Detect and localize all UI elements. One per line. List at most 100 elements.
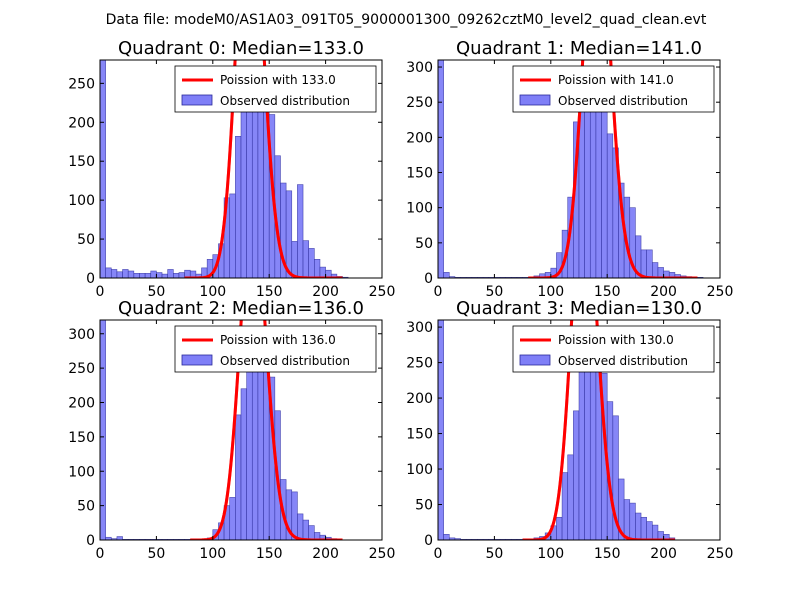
histogram-bar: [116, 271, 123, 278]
histogram-bar: [584, 355, 591, 540]
histogram-bar: [623, 499, 631, 540]
histogram-bar: [127, 270, 135, 278]
histogram-bar: [240, 110, 247, 278]
histogram-bar: [573, 410, 580, 540]
axes-frame: [437, 59, 721, 279]
x-tick-label: 200: [650, 284, 677, 300]
histogram-bar: [646, 521, 653, 540]
x-tick-label: 100: [199, 284, 226, 300]
y-tick-label: 200: [68, 115, 95, 131]
quadrant-title: Quadrant 2: Median=136.0: [118, 298, 364, 319]
histogram-bar: [606, 133, 614, 278]
legend-bar-swatch: [519, 354, 551, 366]
histogram-bar: [308, 525, 315, 540]
legend-label-observed: Observed distribution: [558, 94, 688, 108]
histogram-bar: [235, 414, 242, 540]
x-tick-label: 150: [594, 284, 621, 300]
y-tick-label: 250: [68, 361, 95, 377]
x-tick-label: 50: [485, 284, 503, 300]
y-tick-label: 200: [406, 130, 433, 146]
y-tick-label: 300: [406, 60, 433, 76]
histogram-bar: [291, 491, 298, 540]
histogram-bar: [229, 193, 236, 278]
histogram-bar: [302, 240, 309, 278]
legend: Poission with 130.0 Observed distribution: [512, 325, 715, 373]
histogram-bar: [139, 273, 146, 278]
histogram-bar: [235, 136, 242, 278]
histogram-bar: [612, 415, 619, 540]
legend-label-observed: Observed distribution: [220, 94, 350, 108]
x-tick-label: 50: [147, 546, 165, 562]
y-tick-label: 0: [424, 271, 433, 287]
y-tick-label: 300: [406, 320, 433, 336]
histogram-bar: [240, 388, 247, 540]
legend-label-poisson: Poission with 136.0: [220, 333, 336, 347]
y-tick-label: 0: [424, 533, 433, 549]
legend-label-poisson: Poission with 133.0: [220, 73, 336, 87]
histogram-bar: [133, 273, 140, 278]
x-tick-label: 50: [485, 546, 503, 562]
histogram-bar: [167, 269, 174, 278]
y-tick-label: 50: [415, 498, 433, 514]
histogram-bar: [556, 516, 563, 540]
y-tick-label: 0: [86, 533, 95, 549]
x-tick-label: 150: [256, 546, 283, 562]
histogram-bar: [100, 320, 106, 540]
legend-label-poisson: Poission with 141.0: [558, 73, 674, 87]
y-tick-label: 250: [406, 356, 433, 372]
quadrant-title: Quadrant 3: Median=130.0: [456, 298, 702, 319]
histogram-bar: [657, 267, 664, 278]
x-tick-label: 150: [256, 284, 283, 300]
y-tick-label: 100: [406, 201, 433, 217]
y-tick-label: 300: [68, 327, 95, 343]
legend-label-observed: Observed distribution: [220, 354, 350, 368]
quadrant-1-chart: 0 50 100 150 200 250 0 50 100 150 200 250 300 Quadran…: [406, 38, 734, 300]
y-tick-label: 250: [406, 95, 433, 111]
x-tick-label: 250: [707, 284, 734, 300]
y-tick-label: 100: [406, 462, 433, 478]
legend: Poission with 141.0 Observed distribution: [512, 65, 715, 113]
legend-bar-swatch: [181, 94, 213, 106]
histogram-bar: [652, 262, 659, 278]
histogram-bar: [144, 273, 152, 278]
histogram-bar: [308, 248, 315, 278]
x-tick-label: 200: [650, 546, 677, 562]
histogram-bar: [314, 259, 321, 278]
histogram-bar: [319, 266, 326, 278]
histogram-bar: [443, 272, 450, 278]
histogram-bar: [297, 184, 304, 278]
legend-label-observed: Observed distribution: [558, 354, 688, 368]
y-tick-label: 0: [86, 271, 95, 287]
x-tick-label: 100: [537, 284, 564, 300]
histogram-bar: [652, 524, 659, 540]
histogram-bar: [257, 354, 264, 540]
panels-group: 0 50 100 150 200 250 0 50 100 150 200 250 Quadrant 0…: [68, 38, 734, 562]
histogram-bar: [567, 454, 574, 540]
x-tick-label: 200: [312, 284, 339, 300]
histogram-bar: [161, 273, 168, 278]
histogram-bar: [640, 516, 647, 540]
histogram-bar: [178, 272, 185, 278]
histogram-bar: [438, 60, 444, 278]
y-tick-label: 200: [406, 391, 433, 407]
histogram-bar: [646, 249, 653, 278]
histogram-bar: [150, 270, 157, 278]
axes-frame: [437, 319, 721, 541]
x-tick-label: 0: [96, 546, 105, 562]
x-tick-label: 100: [199, 546, 226, 562]
histogram-bar: [291, 241, 298, 278]
histogram-bar: [640, 249, 647, 278]
x-tick-label: 50: [147, 284, 165, 300]
x-tick-label: 0: [96, 284, 105, 300]
quadrant-title: Quadrant 0: Median=133.0: [118, 38, 364, 59]
x-tick-label: 100: [537, 546, 564, 562]
quadrant-2-chart: 0 50 100 150 200 250 0 50 100 150 200 250 300 Quadran…: [68, 298, 395, 562]
histogram-bar: [635, 512, 642, 540]
legend: Poission with 133.0 Observed distribution: [174, 65, 377, 113]
histogram-bar: [122, 269, 129, 278]
y-tick-label: 200: [68, 396, 95, 412]
histogram-bar: [561, 472, 569, 540]
histogram-bar: [229, 497, 236, 540]
histogram-bar: [173, 273, 180, 278]
quadrant-title: Quadrant 1: Median=141.0: [456, 38, 702, 59]
